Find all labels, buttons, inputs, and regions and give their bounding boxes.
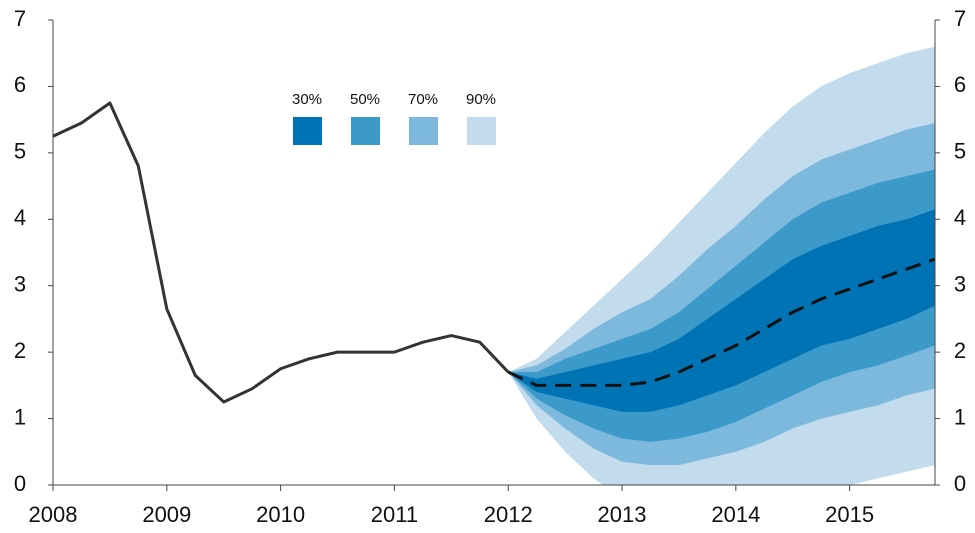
fan-band <box>508 209 935 412</box>
y2-tick-label: 3 <box>954 272 966 297</box>
x-tick-label: 2015 <box>825 502 874 527</box>
x-tick-label: 2012 <box>484 502 533 527</box>
x-tick-label: 2010 <box>256 502 305 527</box>
legend-swatch <box>293 117 322 145</box>
x-tick-label: 2008 <box>29 502 78 527</box>
legend-swatch <box>409 117 438 145</box>
legend-label: 70% <box>408 91 438 108</box>
y2-tick-label: 2 <box>954 338 966 363</box>
y-tick-label: 1 <box>14 404 26 429</box>
y-tick-label: 2 <box>14 338 26 363</box>
legend-swatch <box>467 117 496 145</box>
x-tick-label: 2014 <box>711 502 760 527</box>
y-tick-label: 5 <box>14 139 26 164</box>
legend-label: 30% <box>292 91 322 108</box>
y2-tick-label: 7 <box>954 6 966 31</box>
x-tick-label: 2011 <box>371 502 418 527</box>
y-tick-label: 4 <box>14 205 26 230</box>
y2-tick-label: 5 <box>954 139 966 164</box>
y-tick-label: 6 <box>14 72 26 97</box>
median-line <box>507 257 936 387</box>
y2-tick-label: 1 <box>954 404 966 429</box>
legend-label: 50% <box>350 91 380 108</box>
y2-tick-label: 4 <box>954 205 966 230</box>
y-tick-label: 7 <box>14 6 26 31</box>
legend-swatch <box>351 117 380 145</box>
y-tick-label: 3 <box>14 272 26 297</box>
x-tick-label: 2013 <box>598 502 647 527</box>
history-line <box>52 101 510 404</box>
y-tick-label: 0 <box>14 471 26 496</box>
fan-bands <box>508 46 935 485</box>
x-tick-label: 2009 <box>142 502 191 527</box>
y2-tick-label: 0 <box>954 471 966 496</box>
y2-tick-label: 6 <box>954 72 966 97</box>
legend-label: 90% <box>466 91 496 108</box>
